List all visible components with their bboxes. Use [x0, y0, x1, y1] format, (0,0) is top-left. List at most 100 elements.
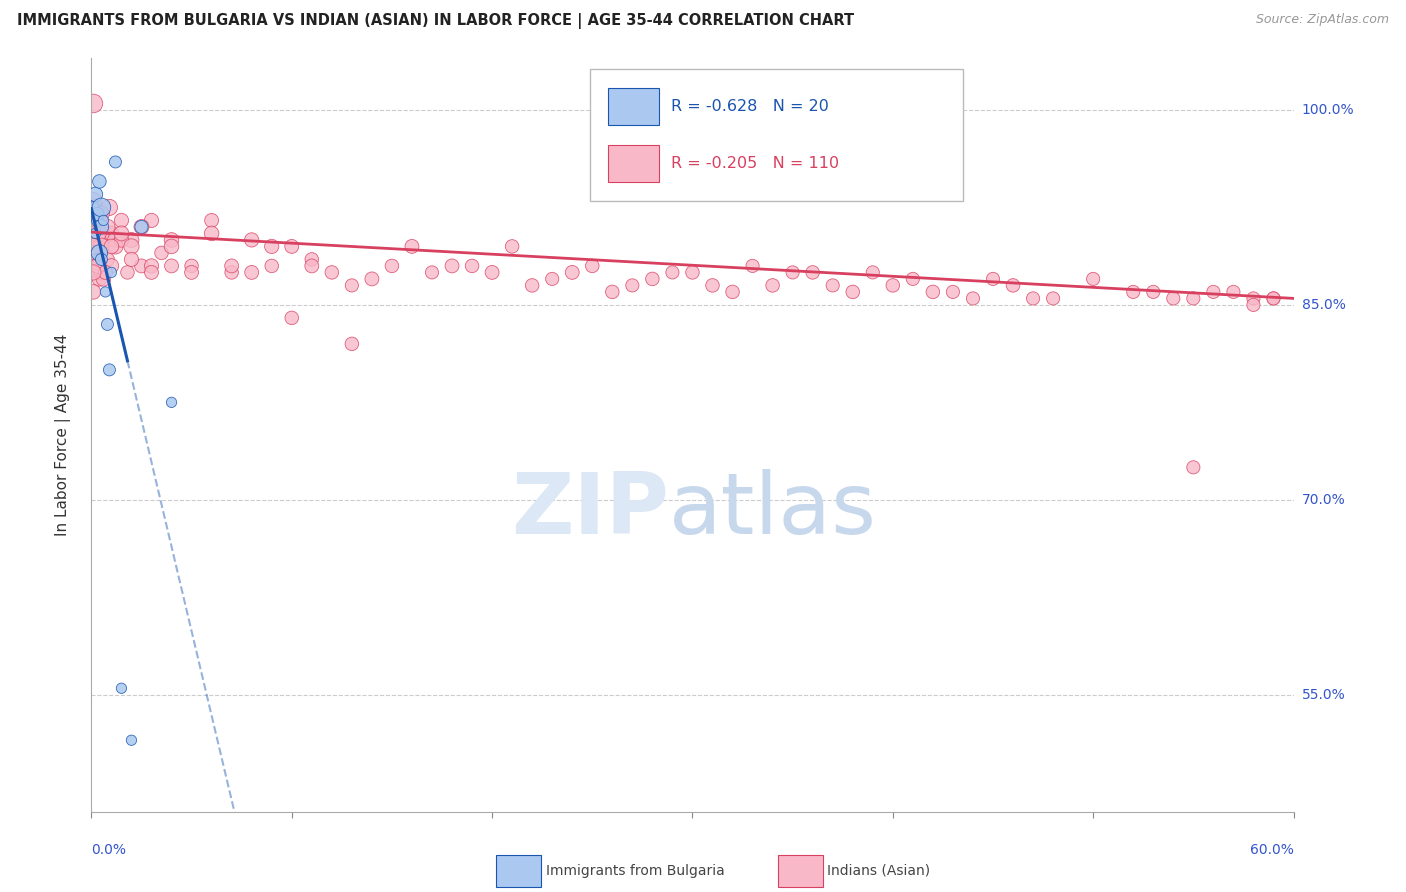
- Point: [93, 227, 115, 241]
- Point: [86, 207, 108, 221]
- Point: [94, 233, 117, 247]
- Point: [84, 239, 107, 253]
- Text: Source: ZipAtlas.com: Source: ZipAtlas.com: [1256, 13, 1389, 27]
- Point: [481, 265, 503, 279]
- Point: [301, 259, 323, 273]
- Point: [150, 246, 173, 260]
- Point: [201, 227, 224, 241]
- Point: [160, 239, 183, 253]
- Point: [160, 395, 183, 409]
- Point: [420, 265, 443, 279]
- Point: [90, 239, 112, 253]
- Point: [801, 265, 824, 279]
- Point: [381, 259, 404, 273]
- Point: [82, 96, 104, 111]
- Point: [84, 233, 107, 247]
- FancyBboxPatch shape: [609, 88, 659, 125]
- Point: [180, 259, 202, 273]
- Point: [340, 337, 363, 351]
- Text: 0.0%: 0.0%: [91, 843, 127, 857]
- Y-axis label: In Labor Force | Age 35-44: In Labor Force | Age 35-44: [55, 334, 70, 536]
- Point: [1243, 298, 1265, 312]
- Point: [131, 259, 153, 273]
- Point: [180, 265, 202, 279]
- Point: [89, 174, 111, 188]
- Point: [301, 252, 323, 267]
- Point: [321, 265, 343, 279]
- Point: [90, 265, 112, 279]
- Point: [160, 233, 183, 247]
- Point: [1263, 292, 1285, 306]
- Point: [160, 259, 183, 273]
- Point: [522, 278, 544, 293]
- Point: [86, 219, 108, 234]
- Point: [141, 213, 163, 227]
- Point: [110, 233, 132, 247]
- Point: [98, 363, 121, 377]
- Point: [100, 265, 122, 279]
- Point: [1202, 285, 1225, 299]
- Point: [82, 239, 104, 253]
- Point: [762, 278, 785, 293]
- Text: 70.0%: 70.0%: [1302, 492, 1346, 507]
- Point: [1142, 285, 1164, 299]
- Point: [260, 259, 283, 273]
- Point: [89, 259, 111, 273]
- Point: [1001, 278, 1024, 293]
- Point: [86, 213, 108, 227]
- Point: [240, 265, 263, 279]
- Point: [82, 194, 104, 208]
- Point: [1042, 292, 1064, 306]
- Text: Immigrants from Bulgaria: Immigrants from Bulgaria: [546, 863, 724, 878]
- Point: [104, 155, 127, 169]
- Point: [1083, 272, 1105, 286]
- Point: [110, 213, 132, 227]
- Point: [1163, 292, 1185, 306]
- Point: [110, 681, 132, 696]
- Point: [661, 265, 683, 279]
- Point: [82, 201, 104, 215]
- FancyBboxPatch shape: [609, 145, 659, 182]
- Point: [702, 278, 724, 293]
- Point: [100, 259, 122, 273]
- Point: [82, 285, 104, 299]
- Point: [100, 239, 122, 253]
- Point: [84, 187, 107, 202]
- Point: [121, 733, 143, 747]
- Point: [862, 265, 884, 279]
- Point: [1263, 292, 1285, 306]
- Text: 55.0%: 55.0%: [1302, 688, 1346, 702]
- Point: [440, 259, 463, 273]
- Point: [821, 278, 844, 293]
- Point: [621, 278, 644, 293]
- Point: [96, 219, 118, 234]
- Point: [201, 213, 224, 227]
- Point: [602, 285, 624, 299]
- Point: [90, 201, 112, 215]
- Point: [1122, 285, 1144, 299]
- Point: [89, 207, 111, 221]
- Point: [221, 259, 243, 273]
- Point: [86, 259, 108, 273]
- Point: [240, 233, 263, 247]
- Point: [131, 219, 153, 234]
- Point: [281, 310, 304, 325]
- Point: [104, 239, 127, 253]
- Point: [89, 272, 111, 286]
- Text: R = -0.205   N = 110: R = -0.205 N = 110: [671, 156, 839, 171]
- Point: [84, 227, 107, 241]
- Point: [501, 239, 523, 253]
- Point: [1182, 292, 1205, 306]
- Point: [281, 239, 304, 253]
- Point: [93, 272, 115, 286]
- Point: [882, 278, 904, 293]
- Point: [141, 259, 163, 273]
- Point: [84, 246, 107, 260]
- Point: [962, 292, 984, 306]
- Point: [96, 252, 118, 267]
- Point: [1243, 292, 1265, 306]
- Point: [841, 285, 863, 299]
- Point: [401, 239, 423, 253]
- Point: [1182, 460, 1205, 475]
- Text: 60.0%: 60.0%: [1250, 843, 1294, 857]
